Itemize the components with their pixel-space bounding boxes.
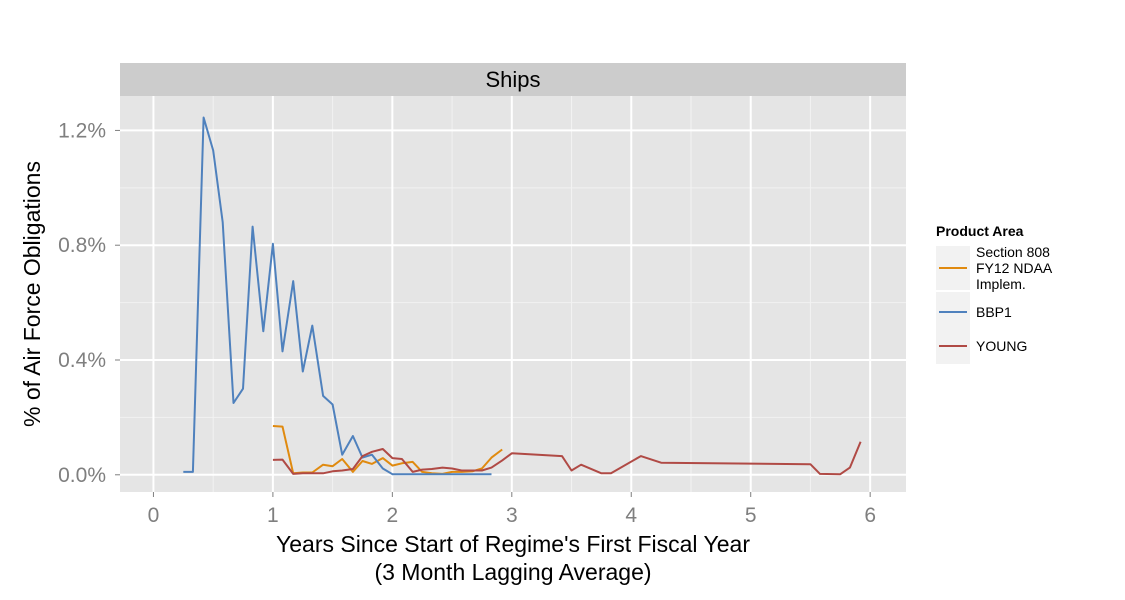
facet-title: Ships — [485, 67, 540, 92]
x-tick-label: 1 — [267, 504, 279, 527]
series-line-2 — [272, 441, 862, 476]
facet-strip — [120, 63, 906, 96]
legend-label-0: FY12 NDAA — [976, 260, 1053, 276]
x-axis-title-line2: (3 Month Lagging Average) — [374, 559, 651, 585]
x-axis-title-line1: Years Since Start of Regime's First Fisc… — [276, 531, 750, 557]
y-axis: 0.0% 0.4% 0.8% 1.2% — [58, 119, 120, 487]
legend-label-2: YOUNG — [976, 338, 1027, 354]
series-line-1 — [183, 116, 492, 476]
legend-label-0: Implem. — [976, 276, 1026, 292]
panel-background — [120, 96, 906, 492]
x-tick-label: 4 — [625, 504, 637, 527]
y-tick-label: 0.4% — [58, 349, 106, 372]
x-tick-label: 0 — [148, 504, 160, 527]
y-axis-title: % of Air Force Obligations — [19, 161, 45, 427]
legend-label-1: BBP1 — [976, 304, 1012, 320]
x-axis: 0 1 2 3 4 5 6 — [148, 492, 876, 527]
legend-label-0: Section 808 — [976, 244, 1050, 260]
series-layer — [183, 116, 862, 476]
legend-title: Product Area — [936, 223, 1024, 239]
x-tick-label: 6 — [864, 504, 876, 527]
x-tick-label: 2 — [387, 504, 399, 527]
x-tick-label: 3 — [506, 504, 518, 527]
y-tick-label: 0.0% — [58, 464, 106, 487]
y-tick-label: 0.8% — [58, 234, 106, 257]
grid-minor — [120, 96, 906, 492]
x-tick-label: 5 — [745, 504, 757, 527]
y-tick-label: 1.2% — [58, 119, 106, 142]
